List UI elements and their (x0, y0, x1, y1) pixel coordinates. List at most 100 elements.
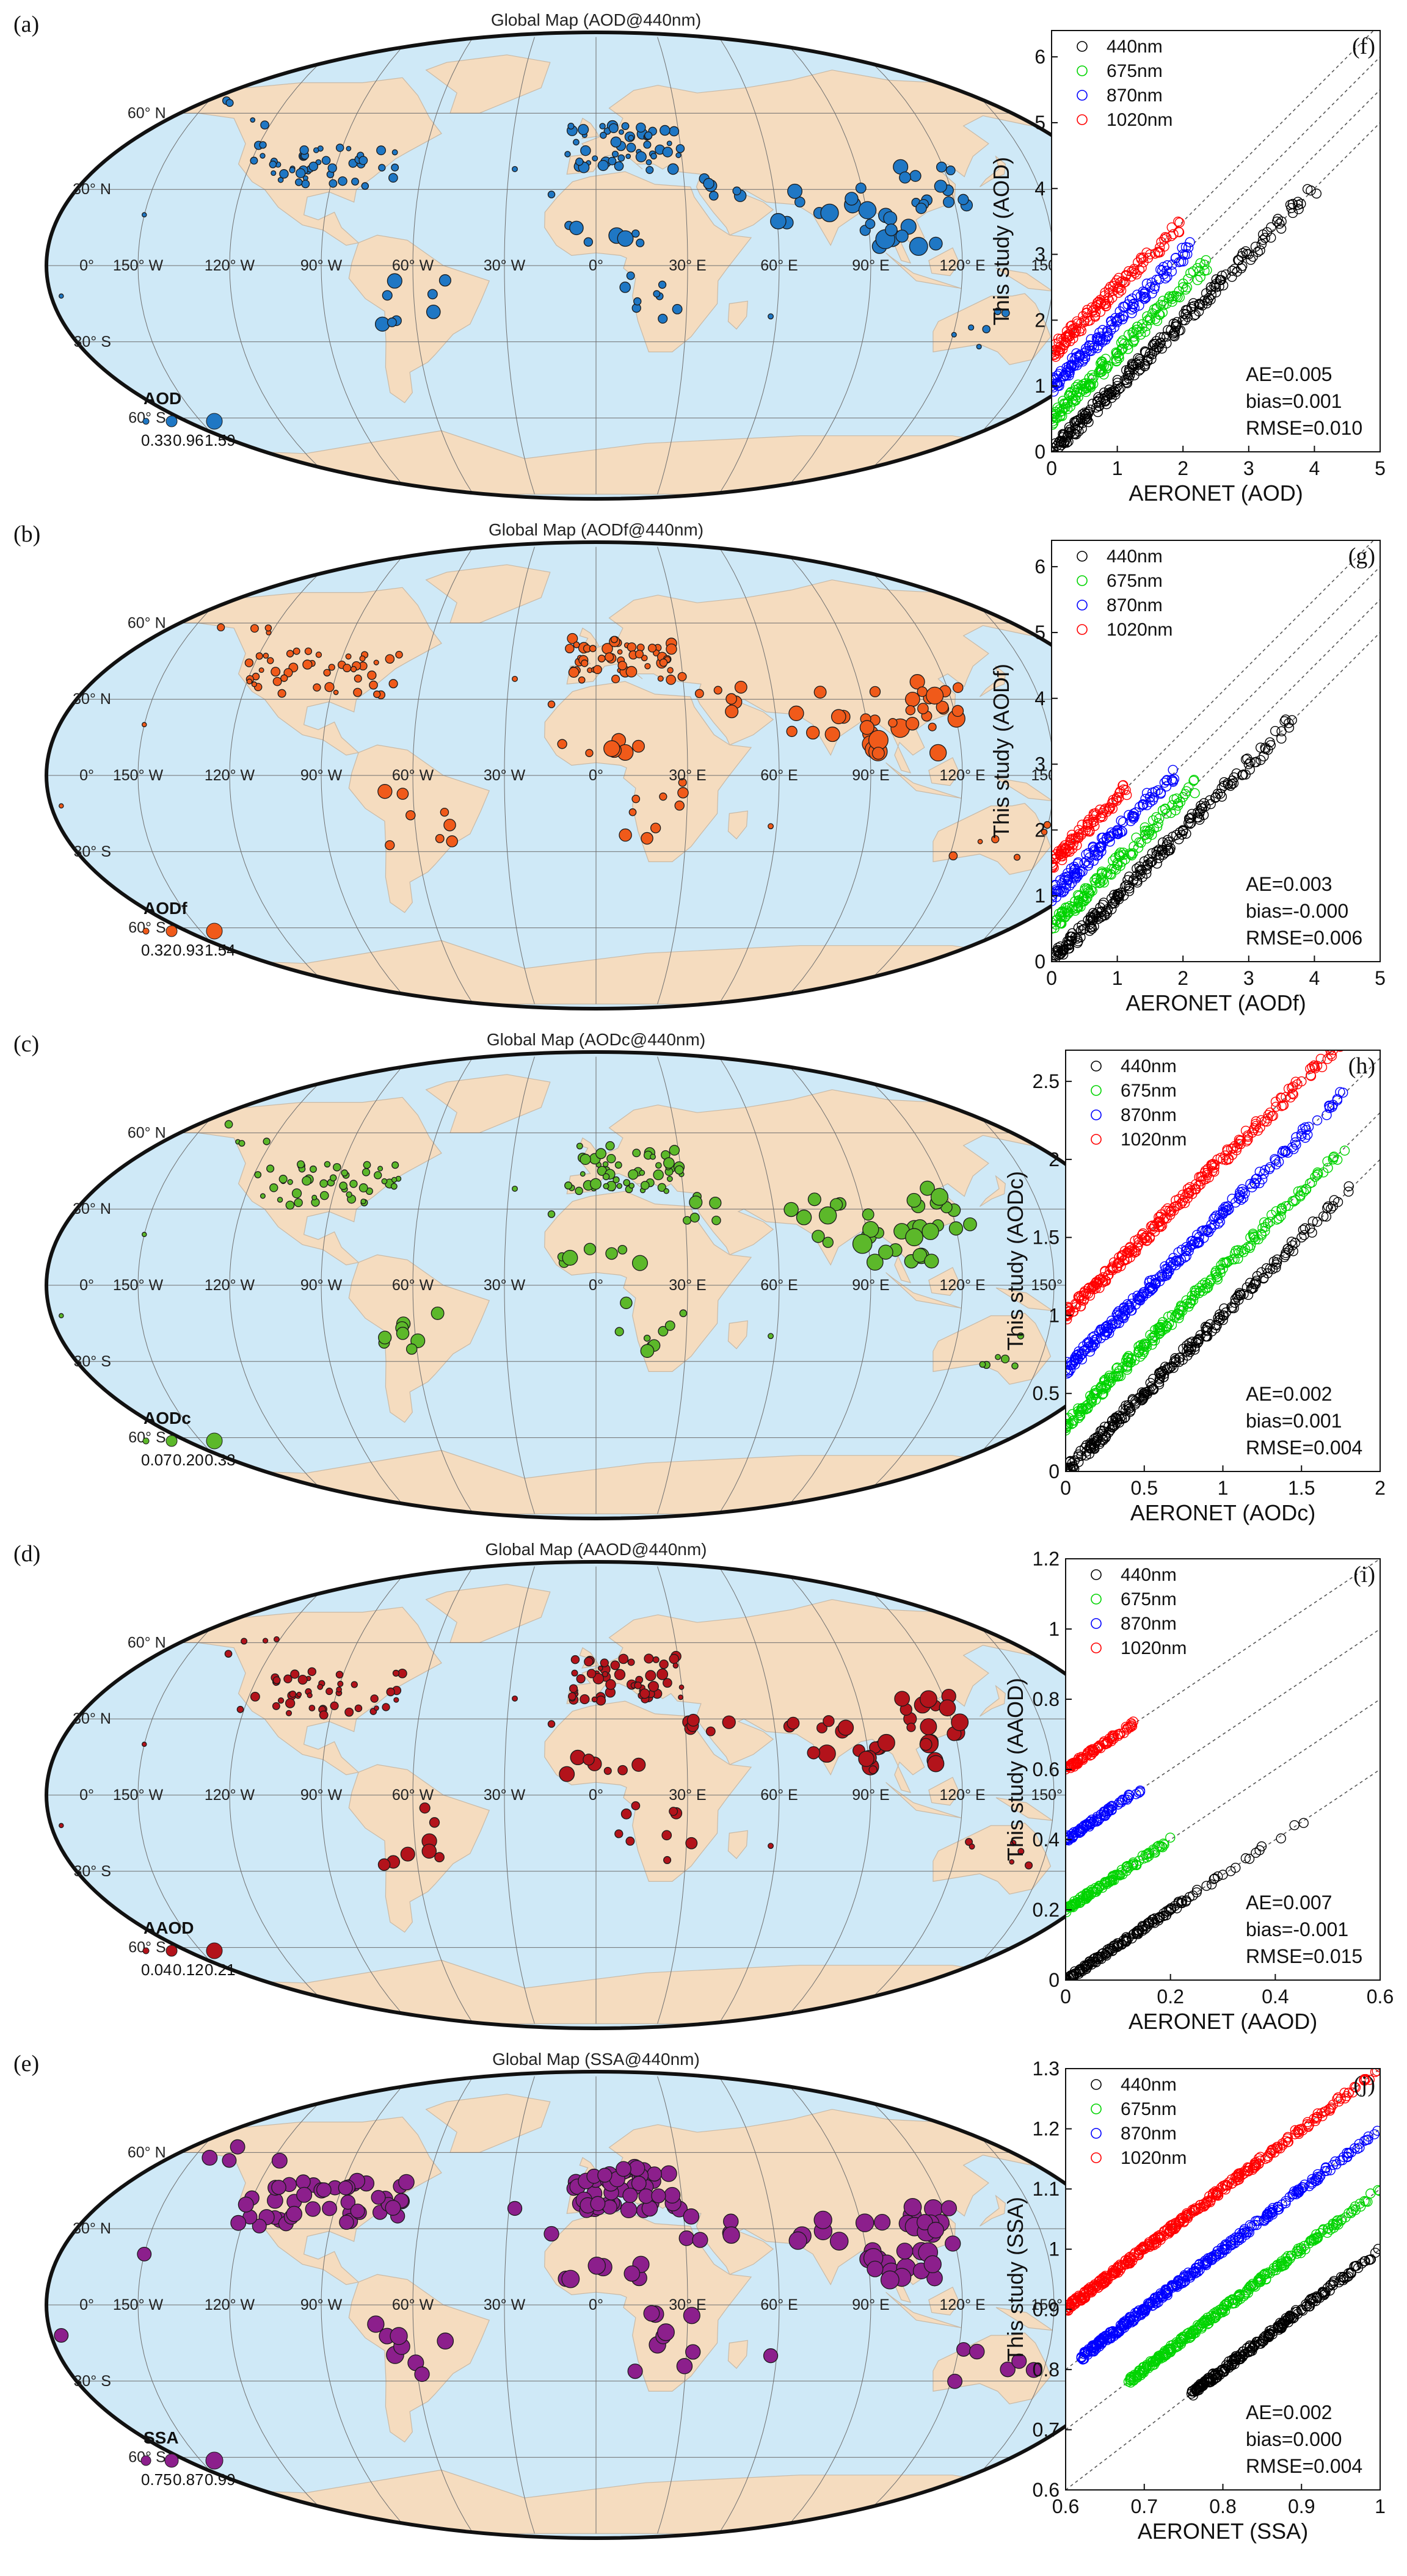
data-point (1118, 784, 1129, 795)
legend-marker (1077, 624, 1088, 635)
station-marker (829, 2232, 849, 2251)
reference-line (1052, 89, 1380, 419)
data-point (1096, 846, 1107, 857)
data-point (1265, 1216, 1276, 1227)
reference-line (1052, 540, 1375, 863)
series-675nm (1052, 774, 1200, 934)
station-marker (387, 273, 402, 289)
legend-label: 675nm (1107, 61, 1163, 81)
data-point (1106, 316, 1117, 327)
lon-label: 30° W (484, 767, 526, 784)
legend-marker (1091, 1085, 1102, 1096)
data-point (1207, 1326, 1217, 1337)
data-point (1122, 339, 1133, 350)
data-point (1155, 788, 1166, 799)
meridian (718, 1566, 780, 2024)
data-point (1210, 282, 1221, 292)
size-legend-marker (206, 1942, 223, 1959)
lon-label: 120° W (205, 257, 255, 274)
station-marker (647, 644, 657, 653)
data-point (1102, 293, 1113, 304)
station-marker (313, 683, 321, 692)
data-point (1289, 1820, 1300, 1830)
meridian (321, 1056, 412, 1514)
station-marker (845, 192, 859, 206)
data-point (1098, 2279, 1108, 2289)
station-marker (557, 739, 567, 749)
station-marker (968, 324, 975, 331)
data-point (1061, 843, 1071, 854)
data-point (1372, 2069, 1380, 2077)
x-axis-label: AERONET (AAOD) (1129, 2009, 1317, 2034)
station-marker (608, 156, 617, 165)
station-marker (438, 274, 451, 287)
data-point (1191, 1285, 1201, 1296)
station-marker (858, 201, 877, 220)
land-greenland (425, 2094, 551, 2153)
data-point (1208, 2188, 1218, 2199)
data-point (1236, 1194, 1246, 1205)
land-greenland (425, 564, 551, 624)
station-marker (644, 1653, 654, 1664)
data-point (1328, 1050, 1338, 1056)
land-eurasia (566, 579, 1069, 774)
data-point (1112, 348, 1122, 358)
data-point (1124, 883, 1135, 894)
station-marker (878, 1244, 893, 1260)
data-point (1130, 2310, 1141, 2321)
station-marker (666, 1175, 673, 1182)
station-marker (335, 143, 344, 152)
data-point (1221, 1258, 1232, 1268)
data-point (1194, 1237, 1204, 1248)
data-point (1212, 2189, 1222, 2199)
data-point (1079, 413, 1090, 424)
station-marker (337, 1680, 344, 1687)
station-marker (597, 2168, 613, 2183)
y-tick-label: 0.5 (1033, 1382, 1060, 1404)
data-point (1177, 825, 1188, 835)
data-point (1074, 825, 1084, 835)
meridian (780, 546, 871, 1004)
station-marker (296, 1691, 302, 1697)
station-marker (573, 139, 580, 146)
station-marker (419, 1802, 431, 1814)
data-point (1139, 2364, 1150, 2375)
data-point (1279, 716, 1290, 727)
station-marker (657, 675, 664, 682)
data-point (1067, 391, 1078, 401)
meridian (780, 1056, 871, 1514)
lat-label: 0° (79, 1277, 94, 1294)
station-marker (59, 803, 64, 809)
meridian (229, 2076, 351, 2534)
data-point (1063, 907, 1074, 918)
station-marker (628, 1169, 639, 1180)
data-point (1237, 248, 1248, 258)
lon-label: 60° E (760, 1787, 798, 1804)
station-marker (862, 1208, 874, 1221)
data-point (1276, 1833, 1286, 1844)
station-marker (377, 784, 393, 799)
land-greenland (425, 1074, 551, 1134)
data-point (1066, 1456, 1075, 1467)
meridian (842, 37, 963, 495)
data-point (1112, 1362, 1122, 1373)
data-point (1276, 726, 1287, 736)
y-tick-label: 0.6 (1033, 1758, 1060, 1780)
data-point (1162, 808, 1172, 819)
land-japan (979, 665, 1006, 697)
data-point (1145, 348, 1155, 358)
meridian (657, 2076, 688, 2534)
data-point (1077, 1354, 1088, 1365)
station-marker (583, 1754, 595, 1766)
land-north-america (157, 587, 442, 756)
data-point (1180, 309, 1191, 320)
data-point (1144, 1918, 1155, 1929)
station-marker (386, 1687, 395, 1697)
land-indonesia (885, 1782, 962, 1818)
data-point (1194, 266, 1205, 276)
data-point (1126, 271, 1136, 282)
data-point (1152, 316, 1163, 326)
station-marker (603, 1183, 609, 1189)
